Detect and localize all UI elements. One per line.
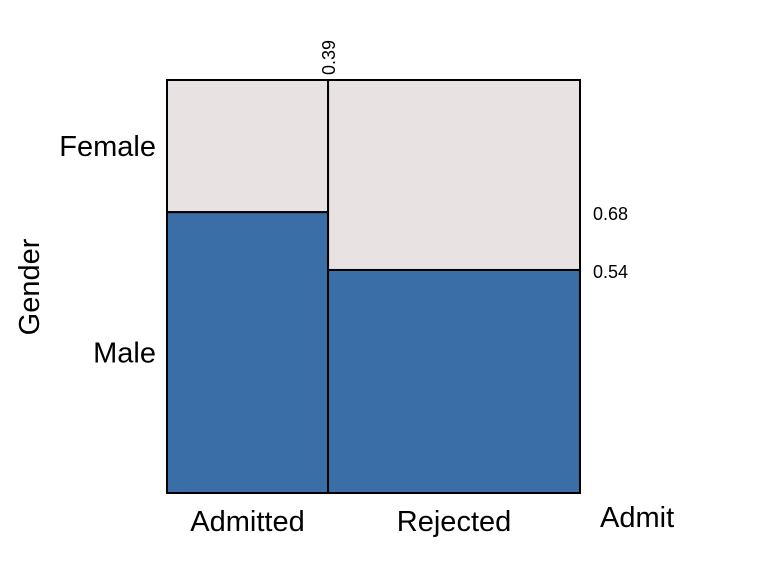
rejected-split-label: 0.54 — [593, 262, 628, 282]
x-tick-label-rejected: Rejected — [397, 506, 511, 538]
mosaic-cells — [166, 79, 581, 495]
cell-female-rejected — [327, 79, 581, 271]
x-tick-label-admitted: Admitted — [190, 506, 304, 538]
cell-female-admitted — [166, 79, 330, 214]
cell-male-admitted — [166, 211, 330, 494]
y-axis-title: Gender — [14, 238, 46, 335]
y-tick-label-male: Male — [93, 338, 156, 370]
cell-male-rejected — [327, 268, 581, 495]
x-axis-title: Admit — [600, 502, 674, 534]
column-split-label: 0.39 — [319, 40, 339, 75]
y-tick-label-female: Female — [59, 131, 156, 163]
admitted-split-label: 0.68 — [593, 204, 628, 224]
